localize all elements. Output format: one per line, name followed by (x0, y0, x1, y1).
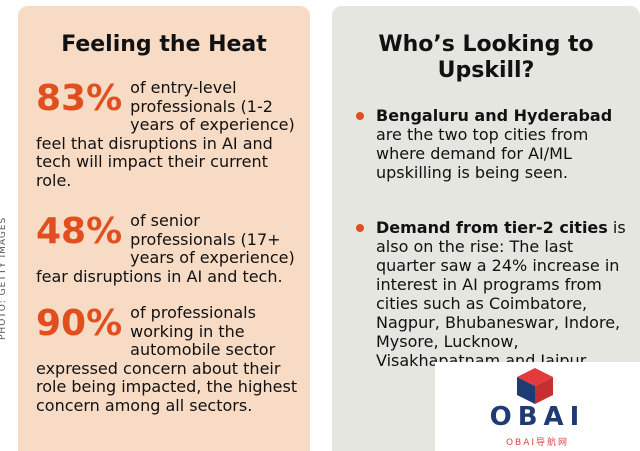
right-panel-title: Who’s Looking to Upskill? (378, 32, 594, 83)
stat-senior: 48% of senior professionals (17+ years o… (36, 211, 304, 286)
stat-value: 90% (36, 303, 123, 344)
stat-text: of senior professionals (17+ years of ex… (36, 211, 295, 286)
stat-value: 83% (36, 78, 123, 119)
cube-logo-icon (517, 368, 553, 404)
photo-credit: PHOTO: GETTY IMAGES (0, 216, 8, 340)
stat-text: of entry-level professionals (1-2 years … (36, 78, 295, 190)
stat-automobile: 90% of professionals working in the auto… (36, 303, 304, 416)
watermark-logo: OBAI OBAI导航网 (435, 362, 640, 451)
watermark-subtitle: OBAI导航网 (505, 438, 570, 448)
bullet-bold: Bengaluru and Hyderabad (376, 106, 613, 125)
watermark-name: OBAI (489, 402, 586, 432)
left-panel-title: Feeling the Heat (61, 32, 267, 57)
bullet-dot-icon (356, 224, 364, 232)
stat-entry-level: 83% of entry-level professionals (1-2 ye… (36, 78, 304, 191)
bullet-text: is also on the rise: The last quarter sa… (376, 218, 626, 370)
stat-text: of professionals working in the automobi… (36, 303, 298, 415)
feeling-the-heat-panel: Feeling the Heat 83% of entry-level prof… (18, 6, 310, 451)
bullet-dot-icon (356, 112, 364, 120)
bullet-text: are the two top cities from where demand… (376, 125, 589, 182)
bullet-tier2-cities: Demand from tier-2 cities is also on the… (356, 218, 636, 370)
bullet-bold: Demand from tier-2 cities (376, 218, 608, 237)
bullet-top-cities: Bengaluru and Hyderabad are the two top … (356, 106, 636, 182)
stat-value: 48% (36, 211, 123, 252)
